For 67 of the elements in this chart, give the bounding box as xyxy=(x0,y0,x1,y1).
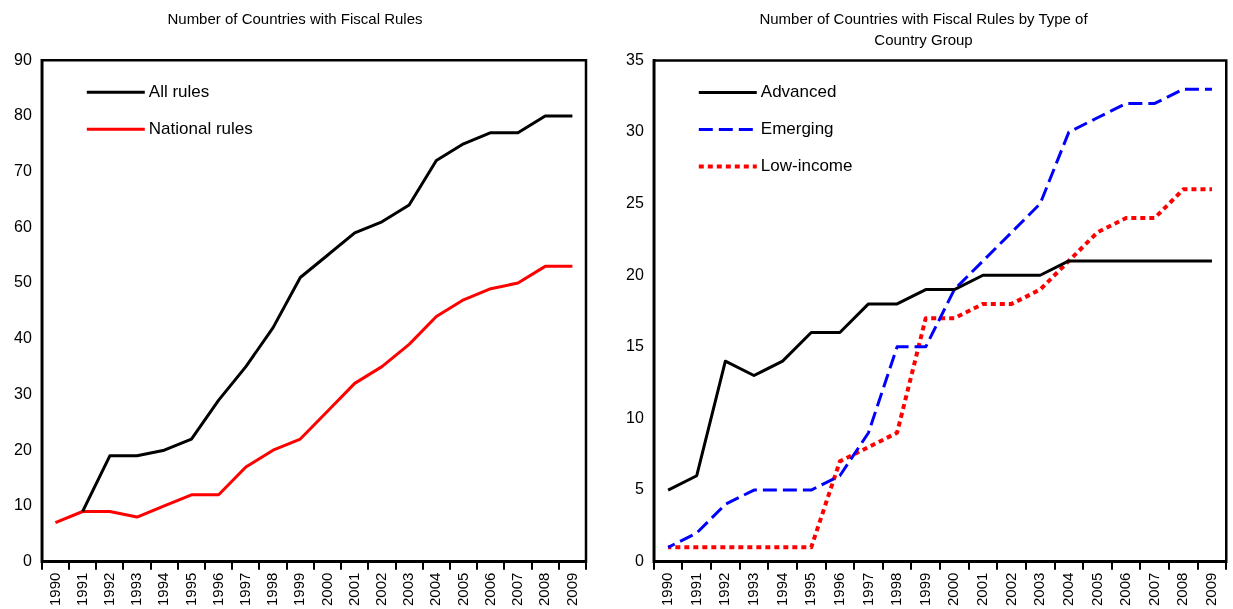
y-tick-label: 50 xyxy=(14,273,32,291)
legend-label: Advanced xyxy=(760,82,837,102)
x-tick-label: 1996 xyxy=(829,572,847,607)
y-tick-label: 80 xyxy=(14,106,32,124)
x-tick-label: 1998 xyxy=(263,572,281,607)
legend-label: All rules xyxy=(148,81,210,101)
legend-label: Emerging xyxy=(760,119,834,139)
x-tick-label: 1993 xyxy=(127,572,145,607)
y-tick-label: 20 xyxy=(14,440,32,458)
y-tick-label: 25 xyxy=(626,194,644,212)
y-tick-label: 60 xyxy=(14,217,32,235)
x-tick-label: 1999 xyxy=(915,572,933,607)
y-tick-label: 30 xyxy=(626,122,644,140)
x-tick-label: 2002 xyxy=(372,572,390,607)
x-tick-label: 2008 xyxy=(1173,572,1191,607)
y-tick-label: 0 xyxy=(22,552,32,570)
y-tick-label: 90 xyxy=(14,50,32,68)
x-tick-label: 1997 xyxy=(236,572,254,607)
x-tick-label: 1995 xyxy=(801,572,819,607)
y-tick-label: 40 xyxy=(14,329,32,347)
x-tick-label: 1995 xyxy=(181,572,199,607)
y-tick-label: 15 xyxy=(626,337,644,355)
x-tick-label: 2003 xyxy=(399,572,417,607)
y-tick-label: 20 xyxy=(626,265,644,283)
y-tick-label: 5 xyxy=(634,480,644,498)
x-tick-label: 1994 xyxy=(772,572,790,607)
x-tick-label: 1996 xyxy=(208,572,226,607)
x-tick-label: 2007 xyxy=(1144,572,1162,607)
x-tick-label: 1997 xyxy=(858,572,876,607)
x-tick-label: 2007 xyxy=(508,572,526,607)
x-tick-label: 1992 xyxy=(715,572,733,607)
x-tick-label: 2009 xyxy=(562,572,580,607)
x-tick-label: 2006 xyxy=(1116,572,1134,607)
line-series xyxy=(666,87,1214,549)
x-tick-label: 1994 xyxy=(154,572,172,607)
x-tick-label: 1999 xyxy=(290,572,308,607)
x-tick-label: 1992 xyxy=(99,572,117,607)
legend-label: National rules xyxy=(148,118,253,138)
x-tick-label: 2002 xyxy=(1001,572,1019,607)
x-tick-label: 1993 xyxy=(744,572,762,607)
x-tick-label: 1990 xyxy=(45,572,63,607)
x-tick-label: 1990 xyxy=(658,572,676,607)
x-tick-label: 2009 xyxy=(1202,572,1220,607)
x-tick-label: 2001 xyxy=(344,572,362,607)
x-tick-label: 1998 xyxy=(887,572,905,607)
y-tick-label: 0 xyxy=(634,552,644,570)
x-tick-label: 1991 xyxy=(72,572,90,607)
x-tick-label: 2003 xyxy=(1030,572,1048,607)
y-tick-label: 10 xyxy=(14,496,32,514)
legend-label: Low-income xyxy=(760,156,853,176)
chart-title: Number of Countries with Fiscal Rules by Type of Country Group xyxy=(759,10,1089,48)
line-series xyxy=(666,187,1214,550)
x-tick-label: 2001 xyxy=(973,572,991,607)
x-tick-label: 2005 xyxy=(453,572,471,607)
chart-title: Number of Countries with Fiscal Rules xyxy=(167,10,423,28)
x-tick-label: 2006 xyxy=(480,572,498,607)
x-tick-label: 2004 xyxy=(426,572,444,607)
x-tick-label: 2008 xyxy=(535,572,553,607)
x-tick-label: 2000 xyxy=(317,572,335,607)
x-tick-label: 1991 xyxy=(686,572,704,607)
x-tick-label: 2005 xyxy=(1087,572,1105,607)
x-tick-label: 2000 xyxy=(944,572,962,607)
x-tick-label: 2004 xyxy=(1058,572,1076,607)
y-tick-label: 30 xyxy=(14,384,32,402)
y-tick-label: 35 xyxy=(626,50,644,68)
y-tick-label: 70 xyxy=(14,162,32,180)
y-tick-label: 10 xyxy=(626,408,644,426)
